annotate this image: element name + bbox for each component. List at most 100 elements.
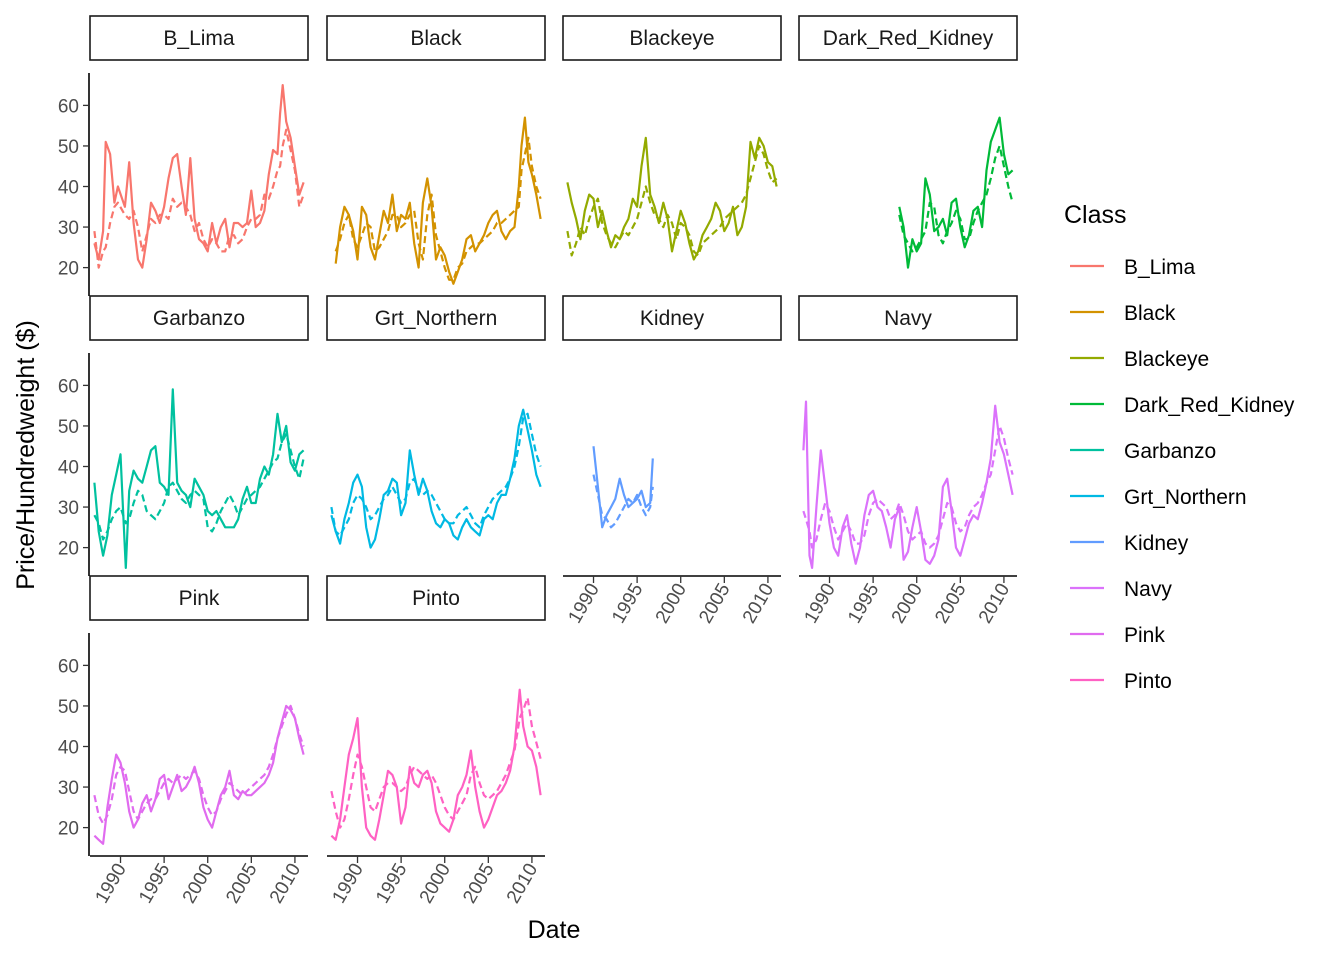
facet-navy: Navy 1990 1995 2000 2005 2010 <box>798 295 1018 627</box>
y-tick-label: 40 <box>58 458 79 479</box>
x-tick-label: 1990 <box>801 580 840 627</box>
series-line-b-lima-dashed <box>93 128 305 269</box>
legend-label: Blackeye <box>1124 348 1209 371</box>
y-tick-label: 30 <box>58 778 79 799</box>
y-tick-label: 20 <box>58 819 79 840</box>
x-axis-title: Date <box>528 916 581 944</box>
y-tick-label: 20 <box>58 539 79 560</box>
legend-label: Grt_Northern <box>1124 486 1247 509</box>
facet-strip-label: Pinto <box>412 587 460 610</box>
series-line-garbanzo-solid <box>93 388 305 570</box>
series-line-kidney-solid <box>592 446 654 529</box>
series-line-kidney-dashed <box>592 474 654 529</box>
facet-panels: B_Lima 20 30 40 50 60 Black Blackeye Dark_Red_Ki… <box>58 15 1018 907</box>
legend-label: Pink <box>1124 624 1165 647</box>
facet-strip <box>89 575 309 621</box>
y-tick-label: 40 <box>58 178 79 199</box>
facet-strip-label: Pink <box>179 587 220 610</box>
facet-strip-label: Dark_Red_Kidney <box>823 27 994 50</box>
y-tick-label: 40 <box>58 738 79 759</box>
series-line-b-lima-solid <box>93 83 305 269</box>
facet-strip-label: Navy <box>884 307 932 330</box>
facet-kidney: Kidney 1990 1995 2000 2005 2010 <box>562 295 782 627</box>
series-line-grt-northern-solid <box>330 408 542 549</box>
facet-strip <box>326 15 546 61</box>
legend-item-blackeye: Blackeye <box>1070 348 1209 371</box>
facet-strip-label: Kidney <box>640 307 705 330</box>
x-tick-label: 2010 <box>266 860 305 907</box>
legend-item-b-lima: B_Lima <box>1070 256 1196 279</box>
y-tick-label: 30 <box>58 218 79 239</box>
x-tick-label: 1990 <box>565 580 604 627</box>
series-line-dark-red-kidney-solid <box>898 116 1014 269</box>
y-tick-label: 50 <box>58 417 79 438</box>
x-tick-label: 2010 <box>975 580 1014 627</box>
legend-item-grt-northern: Grt_Northern <box>1070 486 1247 509</box>
facet-garbanzo: Garbanzo 20 30 40 50 60 <box>58 295 309 576</box>
legend-label: Black <box>1124 302 1176 325</box>
series-line-grt-northern-dashed <box>330 412 542 537</box>
facet-blackeye: Blackeye <box>562 15 782 261</box>
facet-pinto: Pinto 1990 1995 2000 2005 2010 <box>326 575 546 907</box>
facet-strip <box>562 15 782 61</box>
facet-grt-northern: Grt_Northern <box>326 295 546 549</box>
facet-strip <box>562 295 782 341</box>
series-line-navy-dashed <box>802 424 1014 549</box>
facet-b-lima: B_Lima 20 30 40 50 60 <box>58 15 309 296</box>
legend-label: Garbanzo <box>1124 440 1216 463</box>
series-line-pink-solid <box>93 704 305 845</box>
legend-title: Class <box>1064 201 1127 229</box>
facet-strip <box>326 295 546 341</box>
x-tick-label: 2010 <box>503 860 542 907</box>
y-tick-label: 50 <box>58 697 79 718</box>
x-tick-label: 1990 <box>329 860 368 907</box>
x-tick-label: 2010 <box>739 580 778 627</box>
x-tick-label: 1990 <box>92 860 131 907</box>
x-tick-label: 2005 <box>695 580 734 627</box>
legend-item-pink: Pink <box>1070 624 1165 647</box>
x-tick-label: 2005 <box>459 860 498 907</box>
series-line-garbanzo-dashed <box>93 433 305 541</box>
y-tick-label: 60 <box>58 656 79 677</box>
series-line-black-solid <box>334 116 542 285</box>
facet-strip <box>798 15 1018 61</box>
facet-strip <box>89 15 309 61</box>
x-tick-label: 1995 <box>372 860 411 907</box>
facet-pink: Pink 20 30 40 50 60 1990 1995 2000 2005 2010 <box>58 575 309 907</box>
facet-strip-label: B_Lima <box>163 27 235 50</box>
legend-item-navy: Navy <box>1070 578 1172 601</box>
x-tick-label: 2000 <box>179 860 218 907</box>
legend-label: Navy <box>1124 578 1172 601</box>
y-axis-title: Price/Hundredweight ($) <box>12 320 40 590</box>
facet-strip <box>326 575 546 621</box>
series-line-black-dashed <box>334 136 542 281</box>
x-tick-label: 1995 <box>608 580 647 627</box>
facet-strip <box>89 295 309 341</box>
legend-label: B_Lima <box>1124 256 1196 279</box>
facet-strip-label: Garbanzo <box>153 307 245 330</box>
series-line-blackeye-solid <box>566 136 778 261</box>
legend-item-garbanzo: Garbanzo <box>1070 440 1216 463</box>
facet-strip-label: Black <box>410 27 462 50</box>
legend-item-black: Black <box>1070 302 1176 325</box>
facet-black: Black <box>326 15 546 285</box>
facet-strip-label: Blackeye <box>629 27 714 50</box>
legend-item-dark-red-kidney: Dark_Red_Kidney <box>1070 394 1295 417</box>
x-tick-label: 2000 <box>652 580 691 627</box>
x-tick-label: 2005 <box>931 580 970 627</box>
legend-label: Kidney <box>1124 532 1189 555</box>
x-tick-label: 2005 <box>222 860 261 907</box>
facet-strip <box>798 295 1018 341</box>
y-tick-label: 20 <box>58 259 79 280</box>
legend-label: Pinto <box>1124 670 1172 693</box>
legend-item-kidney: Kidney <box>1070 532 1189 555</box>
y-tick-label: 50 <box>58 137 79 158</box>
legend-item-pinto: Pinto <box>1070 670 1172 693</box>
series-line-pinto-dashed <box>330 696 542 829</box>
legend-label: Dark_Red_Kidney <box>1124 394 1295 417</box>
series-line-navy-solid <box>802 400 1014 570</box>
x-tick-label: 2000 <box>888 580 927 627</box>
series-line-pinto-solid <box>330 688 542 841</box>
x-tick-label: 1995 <box>135 860 174 907</box>
